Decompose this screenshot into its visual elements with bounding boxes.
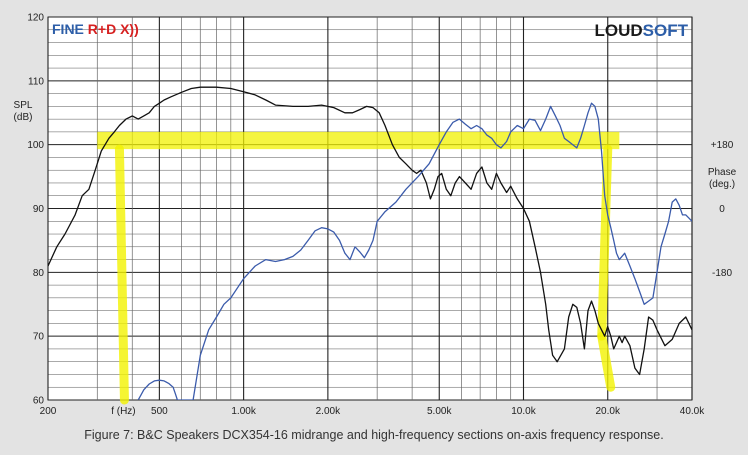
x-tick-label: 5.00k (427, 406, 452, 417)
highlight-left-marker (114, 144, 129, 405)
series-line-phase (137, 102, 692, 400)
highlight-band (97, 131, 620, 150)
x-tick-label: 1.00k (231, 406, 256, 417)
y-tick-label: 100 (27, 140, 44, 151)
y2-tick-label: -180 (712, 268, 732, 279)
series-line-spl (48, 86, 692, 376)
figure-caption: Figure 7: B&C Speakers DCX354-16 midrang… (84, 428, 664, 442)
finerd-logo: FINE R+D X)) (52, 21, 139, 37)
frequency-response-chart: 60 70 80 90 100 110 120 +180 0 -180 200 500 1.00k 2.0… (13, 12, 737, 418)
y-tick-label: 120 (27, 13, 44, 24)
x-tick-label: 2.00k (316, 406, 341, 417)
highlight-right-marker-lower (597, 331, 616, 392)
series-layer (48, 86, 692, 400)
y2-tick-label: 0 (719, 204, 725, 215)
y-tick-label: 70 (33, 332, 45, 343)
y-tick-label: 90 (33, 204, 45, 215)
y-axis-label: SPL (14, 100, 33, 111)
x-tick-label: 200 (40, 406, 57, 417)
y-tick-label: 80 (33, 268, 45, 279)
x-axis-label: f (Hz) (111, 406, 135, 417)
y-tick-label: 110 (28, 76, 44, 87)
y-axis-label: (dB) (14, 112, 33, 123)
x-tick-label: 40.0k (680, 406, 705, 417)
y2-tick-label: +180 (711, 140, 734, 151)
y2-axis-label: (deg.) (709, 179, 735, 190)
x-tick-label: 20.0k (596, 406, 621, 417)
loudsoft-logo: LOUDSOFT (594, 21, 688, 40)
axes: 60 70 80 90 100 110 120 +180 0 -180 200 500 1.00k 2.0… (14, 13, 737, 418)
grid (47, 16, 693, 401)
x-tick-label: 10.0k (511, 406, 536, 417)
y-tick-label: 60 (33, 396, 45, 407)
y2-axis-label: Phase (708, 167, 737, 178)
x-tick-label: 500 (151, 406, 168, 417)
highlight-right-marker (597, 144, 613, 341)
